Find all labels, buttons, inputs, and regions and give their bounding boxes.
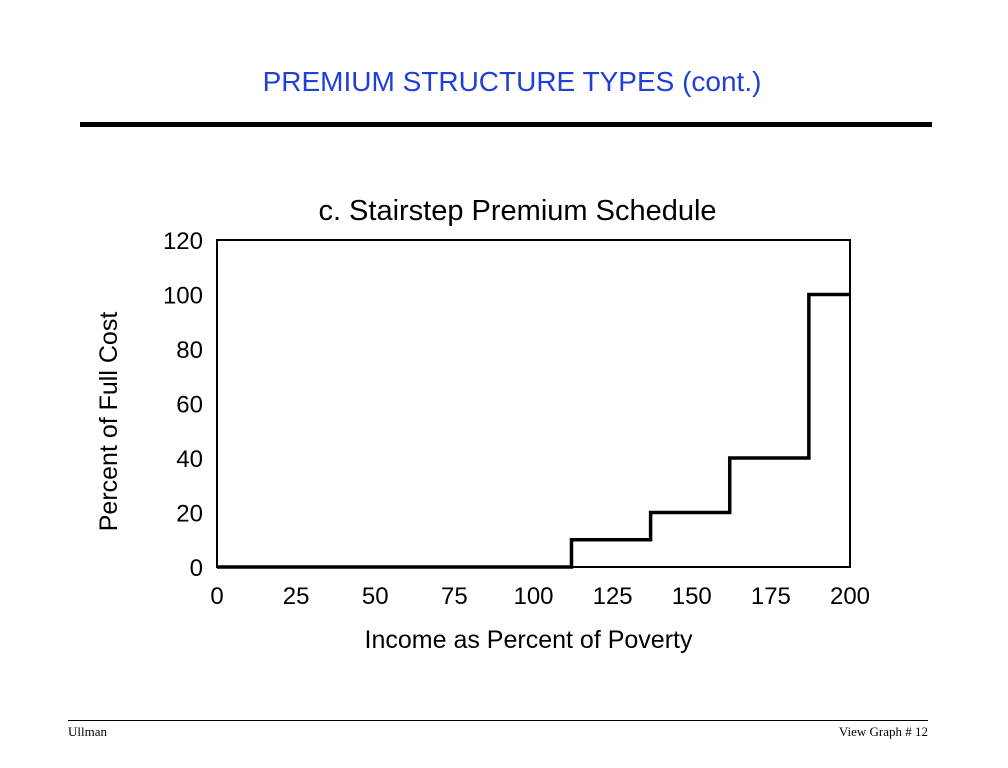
x-axis-label: Income as Percent of Poverty [365,626,693,654]
y-tick-label: 0 [190,555,203,582]
y-tick-label: 60 [176,392,203,419]
x-tick-label: 200 [830,583,870,610]
x-tick-label: 0 [210,583,223,610]
title-divider [80,122,932,127]
x-tick-label: 100 [513,583,553,610]
y-tick-label: 20 [176,501,203,528]
footer-page-number: View Graph # 12 [838,724,928,739]
x-tick-label: 75 [441,583,468,610]
x-tick-label: 125 [593,583,633,610]
footer-divider [68,720,928,721]
x-tick-label: 25 [283,583,310,610]
chart-title: c. Stairstep Premium Schedule [318,195,716,227]
footer-author: Ullman [68,724,107,739]
x-tick-label: 50 [362,583,389,610]
y-tick-label: 120 [163,228,203,255]
x-tick-label: 150 [672,583,712,610]
plot-frame [216,239,851,568]
y-tick-label: 100 [163,283,203,310]
slide-title: PREMIUM STRUCTURE TYPES (cont.) [262,66,762,97]
y-tick-label: 40 [176,446,203,473]
stairstep-series-line [217,292,850,569]
x-tick-label: 175 [751,583,791,610]
y-tick-label: 80 [176,337,203,364]
y-axis-label: Percent of Full Cost [95,312,123,532]
